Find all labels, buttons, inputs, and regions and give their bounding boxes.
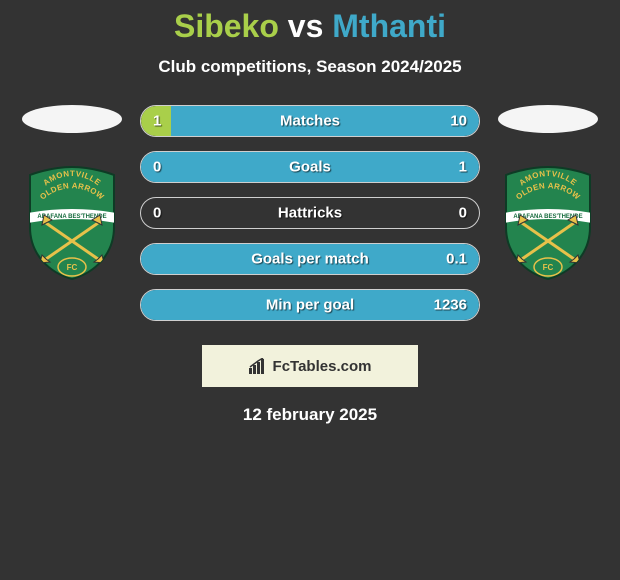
stat-value-left: 0 xyxy=(153,159,161,176)
stat-value-right: 0.1 xyxy=(446,251,467,268)
svg-text:FC: FC xyxy=(543,263,554,272)
svg-text:FC: FC xyxy=(67,263,78,272)
stat-bar-hattricks: 0 Hattricks 0 xyxy=(140,197,480,229)
stat-bar-min-per-goal: Min per goal 1236 xyxy=(140,289,480,321)
stat-value-left: 1 xyxy=(153,113,161,130)
stats-column: 1Matches100Goals10Hattricks0Goals per ma… xyxy=(140,105,480,335)
brand-text: FcTables.com xyxy=(273,358,372,375)
right-side: AMONTVILLE OLDEN ARROW ABAFANA BES'THEND… xyxy=(498,105,598,281)
stat-value-left: 0 xyxy=(153,205,161,222)
player2-club-badge: AMONTVILLE OLDEN ARROW ABAFANA BES'THEND… xyxy=(498,165,598,281)
stat-bar-goals-per-match: Goals per match 0.1 xyxy=(140,243,480,275)
date: 12 february 2025 xyxy=(0,405,620,425)
main-row: AMONTVILLE OLDEN ARROW ABAFANA BES'THEND… xyxy=(0,105,620,335)
player1-avatar xyxy=(22,105,122,133)
chart-icon xyxy=(249,358,269,374)
player2-avatar xyxy=(498,105,598,133)
player1-name: Sibeko xyxy=(174,8,279,44)
vs-text: vs xyxy=(288,8,324,44)
stat-value-right: 10 xyxy=(450,113,467,130)
player2-name: Mthanti xyxy=(332,8,446,44)
stat-label: Matches xyxy=(280,113,340,130)
stat-value-right: 1236 xyxy=(434,297,467,314)
stat-bar-goals: 0 Goals 1 xyxy=(140,151,480,183)
stat-value-right: 1 xyxy=(459,159,467,176)
stat-label: Goals per match xyxy=(251,251,369,268)
stat-label: Min per goal xyxy=(266,297,354,314)
comparison-title: Sibeko vs Mthanti xyxy=(0,8,620,45)
player1-club-badge: AMONTVILLE OLDEN ARROW ABAFANA BES'THEND… xyxy=(22,165,122,281)
stat-value-right: 0 xyxy=(459,205,467,222)
left-side: AMONTVILLE OLDEN ARROW ABAFANA BES'THEND… xyxy=(22,105,122,281)
stat-label: Hattricks xyxy=(278,205,342,222)
stat-label: Goals xyxy=(289,159,331,176)
brand-box: FcTables.com xyxy=(202,345,418,387)
stat-bar-matches: 1 Matches 10 xyxy=(140,105,480,137)
subtitle: Club competitions, Season 2024/2025 xyxy=(0,57,620,77)
